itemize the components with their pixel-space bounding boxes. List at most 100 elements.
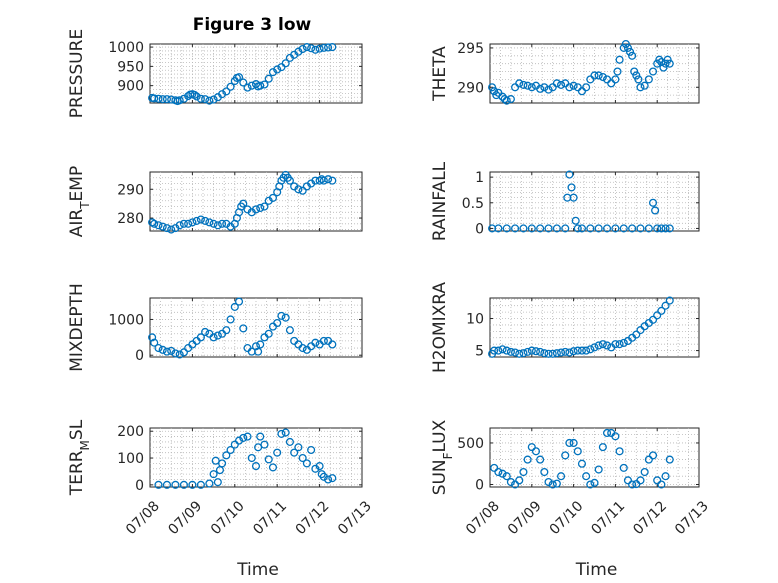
data-point (260, 440, 269, 449)
data-point (619, 224, 628, 233)
x-tick-label: 07/09 (165, 498, 205, 538)
data-point (247, 453, 256, 463)
data-point (573, 447, 582, 456)
data-point (598, 443, 607, 452)
data-point (561, 347, 570, 356)
data-point (523, 81, 532, 90)
data-point (657, 306, 666, 315)
data-point (506, 95, 515, 104)
x-tick-label: 07/08 (123, 498, 163, 538)
data-point (523, 455, 532, 464)
data-point (665, 455, 674, 464)
data-point (179, 219, 188, 228)
data-point (644, 455, 653, 464)
data-point (602, 428, 612, 438)
data-point (175, 221, 184, 230)
data-point (655, 55, 664, 64)
data-point (148, 333, 157, 342)
data-point (653, 224, 662, 233)
subplot-rainfall: 0 0.5 1 RAINFALL (430, 161, 700, 241)
y-tick-label: 900 (117, 79, 144, 95)
data-point (294, 185, 303, 194)
data-point (665, 224, 674, 233)
data-point (209, 219, 218, 228)
data-point (590, 478, 599, 487)
data-point (256, 340, 265, 349)
x-axis-label: Time (575, 560, 618, 580)
subplot-terr-msl: 0 100 200 07/08 07/09 07/10 07/11 07/12 07/13 TER… (67, 419, 375, 580)
data-point (319, 336, 328, 345)
data-point (273, 65, 282, 74)
data-point (158, 222, 167, 231)
data-point (315, 176, 324, 185)
data-series (488, 39, 674, 105)
y-tick-label: 0 (475, 221, 484, 237)
data-point (540, 83, 549, 92)
data-point (515, 349, 524, 358)
data-point (573, 224, 582, 233)
data-point (188, 218, 197, 227)
data-point (630, 67, 639, 76)
data-point (527, 346, 536, 355)
data-point (260, 202, 269, 211)
data-point (644, 75, 653, 84)
data-point (234, 73, 244, 82)
data-point (192, 92, 201, 101)
y-tick-label: 950 (117, 59, 144, 75)
y-tick-label: 500 (457, 436, 484, 452)
data-point (226, 315, 235, 324)
axes-frame (489, 297, 700, 358)
data-point (307, 445, 316, 455)
x-tick-label: 07/08 (463, 498, 503, 538)
grid-lines (150, 44, 362, 103)
axes-frame (489, 171, 700, 232)
data-point (273, 448, 282, 457)
data-point (515, 476, 524, 485)
data-point (285, 326, 294, 335)
data-point (569, 347, 578, 356)
data-point (628, 480, 637, 489)
data-point (328, 176, 337, 185)
data-point (175, 350, 184, 359)
data-point (569, 81, 578, 90)
data-point (239, 78, 248, 87)
y-axis-label: H2OMIXRA (430, 282, 450, 373)
data-point (150, 219, 159, 228)
data-point (613, 67, 622, 76)
data-point (150, 94, 159, 103)
data-point (548, 349, 557, 358)
data-point (175, 96, 184, 105)
data-series (154, 428, 337, 489)
y-tick-label: 1000 (108, 40, 144, 56)
y-tick-label: 0 (135, 478, 144, 494)
data-point (154, 480, 163, 489)
data-point (594, 341, 603, 350)
data-point (590, 71, 599, 80)
data-point (661, 301, 670, 310)
data-point (196, 94, 205, 103)
data-point (298, 453, 307, 463)
x-tick-label: 07/10 (208, 498, 248, 538)
data-point (519, 349, 528, 358)
data-point (557, 80, 566, 89)
x-tick-label: 07/10 (547, 498, 587, 538)
data-point (540, 349, 549, 358)
data-point (648, 67, 658, 76)
data-point (661, 59, 670, 68)
data-point (319, 176, 328, 185)
data-point (260, 80, 269, 89)
data-point (285, 176, 294, 185)
data-point (573, 346, 582, 355)
data-point (565, 170, 574, 179)
data-point (565, 83, 574, 92)
y-axis-label: PRESSURE (67, 29, 87, 118)
data-point (239, 199, 248, 208)
data-point (569, 193, 578, 202)
data-point (577, 459, 587, 468)
data-point (519, 80, 528, 89)
data-point (636, 83, 645, 92)
data-point (625, 47, 635, 56)
data-point (619, 463, 628, 472)
data-point (328, 474, 337, 483)
